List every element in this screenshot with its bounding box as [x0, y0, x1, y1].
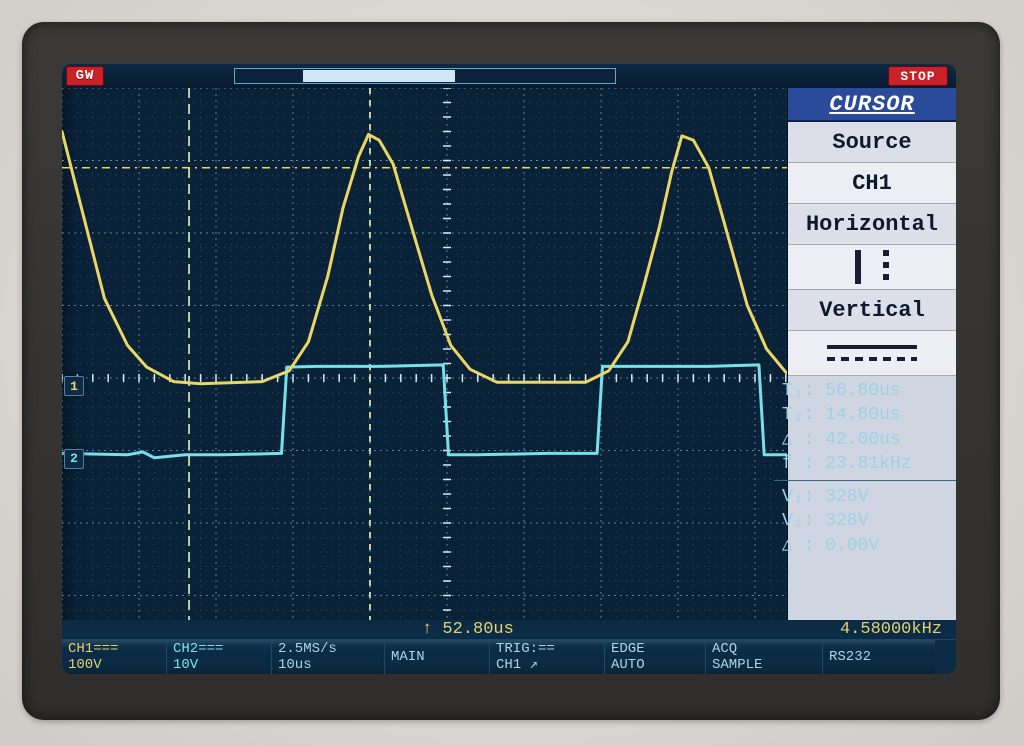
menu-item-2[interactable]: Horizontal — [788, 204, 956, 245]
softkey-menu: CURSOR SourceCH1Horizontal Vertical T₁: 5… — [787, 88, 956, 620]
memory-bar-fill — [303, 70, 455, 82]
menu-title: CURSOR — [788, 88, 956, 122]
brand-logo: GW — [66, 66, 104, 86]
readout-row: T₁: 56.80us — [782, 379, 950, 403]
menu-item-3[interactable] — [788, 245, 956, 290]
status-bar: ↑ 52.80us 4.58000kHz CH1===100VCH2===10V… — [62, 620, 956, 674]
status-cell[interactable]: CH1===100V — [62, 640, 167, 674]
menu-item-5[interactable] — [788, 331, 956, 376]
readout-row: f : 23.81kHz — [782, 452, 950, 476]
readout-row: V₁: 328V — [782, 485, 950, 509]
status-cell[interactable]: EDGEAUTO — [605, 640, 706, 674]
outer-bezel: GW STOP 1 2 CURSOR SourceCH1Horizontal Ve… — [0, 0, 1024, 746]
inner-bezel: GW STOP 1 2 CURSOR SourceCH1Horizontal Ve… — [22, 22, 1000, 720]
oscilloscope-screen: GW STOP 1 2 CURSOR SourceCH1Horizontal Ve… — [62, 64, 956, 674]
top-bar: GW STOP — [62, 64, 956, 88]
readout-row: T₂: 14.80us — [782, 403, 950, 427]
status-cells: CH1===100VCH2===10V2.5MS/s10usMAINTRIG:=… — [62, 639, 956, 674]
hcursor-dashed-icon — [827, 357, 917, 361]
status-cell[interactable]: ACQSAMPLE — [706, 640, 823, 674]
hcursor-solid-icon — [827, 345, 917, 349]
status-top-row: ↑ 52.80us 4.58000kHz — [62, 620, 956, 639]
memory-bar — [234, 68, 616, 84]
menu-fill: T₁: 56.80usT₂: 14.80us△ : 42.00usf : 23.… — [788, 376, 956, 620]
menu-items: SourceCH1Horizontal Vertical — [788, 122, 956, 376]
menu-item-0[interactable]: Source — [788, 122, 956, 163]
status-cell[interactable]: CH2===10V — [167, 640, 272, 674]
waveform-svg — [62, 88, 832, 668]
status-cell[interactable]: RS232 — [823, 640, 935, 674]
cursor-dashed-icon — [883, 250, 889, 284]
readout-row: △ : 0.00V — [782, 534, 950, 558]
trigger-frequency: 4.58000kHz — [840, 620, 942, 639]
status-cell[interactable]: TRIG:==CH1 ↗ — [490, 640, 605, 674]
ch2-zero-marker: 2 — [64, 449, 84, 469]
status-cell[interactable]: 2.5MS/s10us — [272, 640, 385, 674]
menu-item-1[interactable]: CH1 — [788, 163, 956, 204]
waveform-area[interactable]: 1 2 — [62, 88, 832, 668]
cursor-solid-icon — [855, 250, 861, 284]
cursor-readout: T₁: 56.80usT₂: 14.80us△ : 42.00usf : 23.… — [774, 375, 956, 566]
trigger-time: ↑ 52.80us — [422, 620, 514, 639]
readout-row: △ : 42.00us — [782, 428, 950, 452]
status-cell[interactable]: MAIN — [385, 640, 490, 674]
readout-row: V₂: 328V — [782, 509, 950, 533]
ch1-zero-marker: 1 — [64, 376, 84, 396]
run-stop-indicator[interactable]: STOP — [888, 66, 948, 86]
menu-item-4[interactable]: Vertical — [788, 290, 956, 331]
